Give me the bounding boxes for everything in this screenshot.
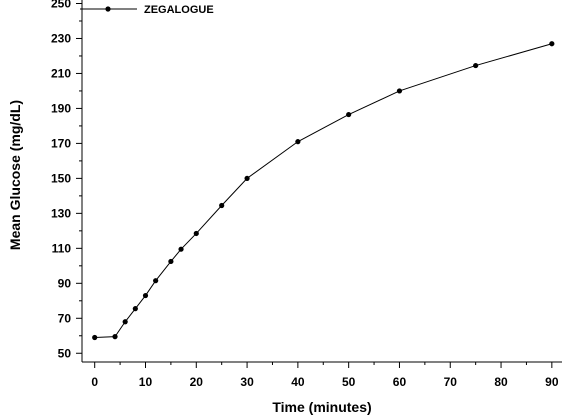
y-tick-label: 90: [58, 276, 72, 290]
axes: [81, 0, 562, 363]
data-point: [92, 334, 98, 341]
data-point: [142, 292, 149, 299]
data-point: [122, 319, 128, 325]
data-point: [168, 258, 174, 265]
data-point: [132, 306, 138, 312]
y-axis-title: Mean Glucose (mg/dL): [7, 100, 23, 250]
data-point: [193, 230, 199, 237]
x-tick-label: 20: [190, 375, 204, 389]
x-tick-label: 50: [342, 375, 356, 389]
legend-marker: [105, 6, 111, 12]
x-axis-title: Time (minutes): [272, 399, 371, 415]
x-tick-label: 90: [545, 375, 559, 389]
data-point: [219, 202, 225, 209]
x-tick-label: 0: [91, 375, 98, 389]
legend-label: ZEGALOGUE: [144, 4, 214, 16]
data-point: [244, 175, 250, 181]
x-tick-label: 10: [139, 375, 153, 389]
y-tick-label: 170: [51, 136, 71, 150]
data-point: [295, 139, 301, 145]
x-tick-label: 40: [291, 375, 305, 389]
series-layer: [92, 41, 555, 341]
data-point: [473, 62, 479, 69]
y-tick-label: 50: [58, 346, 72, 360]
data-point: [178, 246, 184, 252]
data-point: [346, 111, 352, 118]
x-tick-label: 30: [240, 375, 254, 389]
data-point: [153, 278, 159, 284]
data-point: [112, 334, 118, 340]
y-tick-label: 190: [51, 101, 71, 115]
y-tick-label: 250: [51, 0, 71, 10]
y-tick-label: 210: [51, 66, 71, 80]
axis-ticks: 50 70 90 110 130 150 170 190 210 230 250 0 10 20 30 40 5…: [51, 0, 559, 389]
y-tick-label: 150: [51, 171, 71, 185]
y-tick-label: 230: [51, 31, 71, 45]
y-tick-label: 70: [58, 311, 72, 325]
series-line: [94, 43, 552, 339]
data-point: [396, 88, 403, 94]
data-point: [549, 41, 555, 47]
x-tick-label: 80: [494, 375, 508, 389]
x-tick-label: 60: [393, 375, 407, 389]
y-tick-label: 110: [52, 241, 72, 255]
x-tick-label: 70: [444, 375, 458, 389]
legend: ZEGALOGUE: [80, 4, 214, 16]
y-tick-label: 130: [51, 206, 71, 220]
